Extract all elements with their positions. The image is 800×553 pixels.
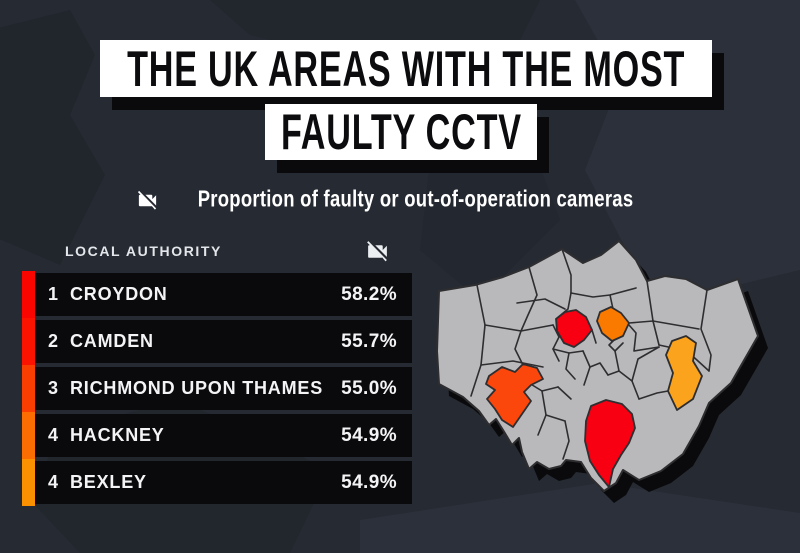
rank-number: 4 — [47, 425, 58, 445]
title-text-line2: FAULTY CCTV — [280, 102, 522, 160]
rank-number: 2 — [47, 331, 58, 351]
rank-accent-bar — [22, 459, 35, 506]
faulty-percentage: 58.2% — [341, 283, 397, 305]
row-bar: 4 HACKNEY 54.9% — [35, 414, 412, 457]
authority-name: RICHMOND UPON THAMES — [70, 378, 323, 398]
faulty-percentage: 55.0% — [341, 377, 397, 399]
title-banner-line2: FAULTY CCTV — [265, 102, 537, 160]
authority-name: HACKNEY — [70, 425, 165, 445]
map-region-hackney — [596, 306, 630, 342]
table-row: 2 CAMDEN 55.7% — [22, 318, 412, 365]
table-row: 4 BEXLEY 54.9% — [22, 459, 412, 506]
authority-name: CAMDEN — [70, 331, 154, 351]
title-banner-line1: THE UK AREAS WITH THE MOST — [100, 39, 712, 97]
faulty-percentage: 55.7% — [341, 330, 397, 352]
ranking-table: LOCAL AUTHORITY 1 CROYDON 58.2% 2 CAMDEN… — [22, 240, 412, 508]
rank-accent-bar — [22, 318, 35, 365]
title-text-line1: THE UK AREAS WITH THE MOST — [126, 39, 686, 97]
london-borough-map — [436, 240, 768, 503]
borough-boundaries — [470, 248, 712, 460]
highlighted-boroughs — [485, 306, 703, 488]
authority-name: CROYDON — [70, 284, 168, 304]
videocam-off-icon — [138, 190, 157, 210]
map-region-bexley — [665, 335, 703, 411]
rank-accent-bar — [22, 412, 35, 459]
rank-number: 1 — [47, 284, 58, 304]
row-bar: 4 BEXLEY 54.9% — [35, 461, 412, 504]
table-row: 3 RICHMOND UPON THAMES 55.0% — [22, 365, 412, 412]
row-bar: 2 CAMDEN 55.7% — [35, 320, 412, 363]
videocam-off-icon — [367, 240, 387, 261]
subtitle: Proportion of faulty or out-of-operation… — [0, 186, 800, 214]
row-bar: 3 RICHMOND UPON THAMES 55.0% — [35, 367, 412, 410]
subtitle-text: Proportion of faulty or out-of-operation… — [198, 187, 634, 212]
faulty-percentage: 54.9% — [341, 471, 397, 493]
rank-accent-bar — [22, 271, 35, 318]
faulty-percentage: 54.9% — [341, 424, 397, 446]
map-region-camden — [555, 309, 593, 348]
table-row: 4 HACKNEY 54.9% — [22, 412, 412, 459]
table-header: LOCAL AUTHORITY — [22, 240, 412, 262]
rank-number: 4 — [47, 472, 58, 492]
row-bar: 1 CROYDON 58.2% — [35, 273, 412, 316]
rank-number: 3 — [47, 378, 58, 398]
authority-name: BEXLEY — [70, 472, 147, 492]
rank-accent-bar — [22, 365, 35, 412]
map-region-richmond — [485, 363, 544, 428]
table-row: 1 CROYDON 58.2% — [22, 271, 412, 318]
local-authority-header: LOCAL AUTHORITY — [65, 243, 222, 259]
map-region-croydon — [584, 399, 636, 488]
